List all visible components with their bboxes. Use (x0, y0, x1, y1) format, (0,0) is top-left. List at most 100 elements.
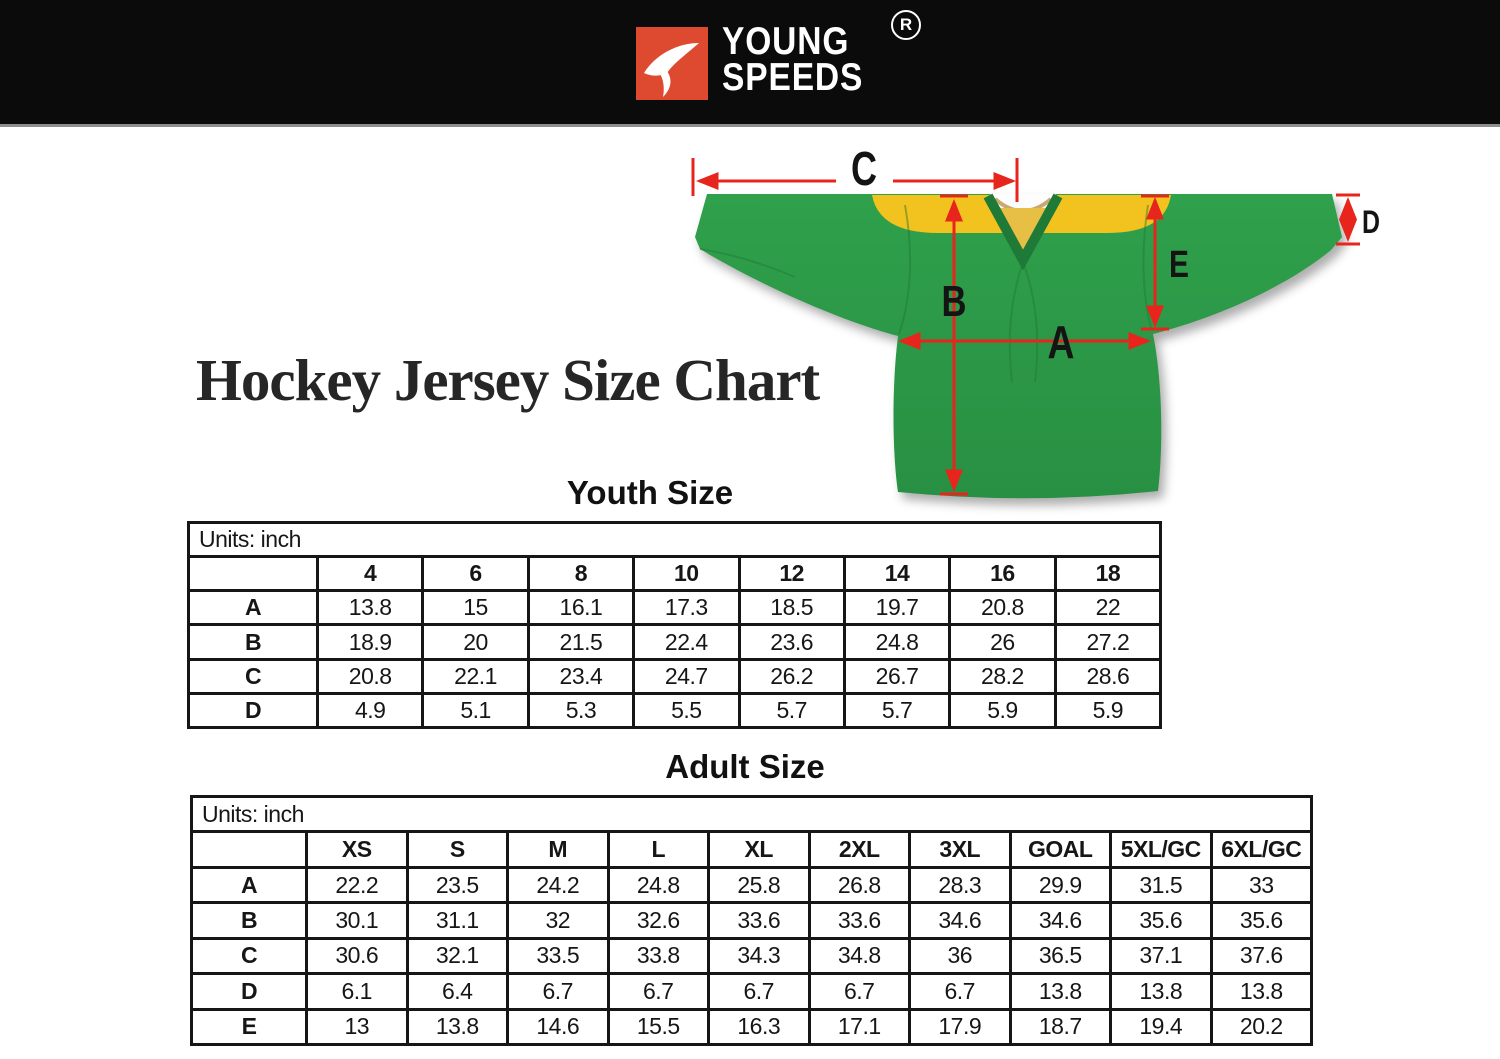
size-value-cell: 5.9 (948, 691, 1057, 730)
size-column-header: 6XL/GC (1209, 830, 1314, 869)
size-value-cell: 20 (421, 623, 530, 661)
size-value-cell: 6.7 (807, 972, 911, 1011)
size-column-header: 14 (842, 555, 952, 593)
size-column-header: XS (305, 830, 409, 869)
size-value-cell: 34.3 (707, 936, 811, 976)
size-column-header: 4 (315, 555, 425, 593)
size-value-cell: 18.5 (737, 589, 846, 627)
size-value-cell: 34.6 (1008, 901, 1112, 940)
size-value-cell: 23.6 (737, 623, 846, 661)
size-value-cell: 13.8 (1109, 972, 1213, 1011)
measure-label-d: D (1362, 204, 1380, 240)
size-column-header: 6 (421, 555, 530, 593)
size-value-cell: 19.4 (1109, 1007, 1213, 1047)
size-value-cell: 22.4 (632, 623, 741, 661)
measurement-arrow-d (1336, 193, 1360, 246)
size-value-cell: 27.2 (1053, 623, 1163, 661)
measure-label-c: C (851, 143, 877, 196)
size-value-cell: 21.5 (526, 623, 636, 661)
brand-wordmark: YOUNG SPEEDS (722, 20, 863, 97)
page-title: Hockey Jersey Size Chart (196, 347, 820, 413)
adult-size-heading: Adult Size (665, 748, 825, 785)
size-value-cell: 35.6 (1109, 901, 1213, 940)
size-value-cell: 32.6 (606, 901, 710, 940)
size-value-cell: 24.8 (606, 865, 710, 905)
size-value-cell: 33.6 (807, 901, 911, 940)
size-value-cell: 28.2 (948, 657, 1057, 695)
measure-row-label: D (187, 691, 319, 730)
size-value-cell: 32.1 (405, 936, 509, 976)
size-value-cell: 31.1 (405, 901, 509, 940)
size-column-header: 2XL (807, 830, 911, 869)
size-value-cell: 35.6 (1209, 901, 1314, 940)
brand-header-bar: YOUNG SPEEDS R (0, 0, 1500, 127)
size-value-cell: 33.6 (707, 901, 811, 940)
size-value-cell: 22.1 (421, 657, 530, 695)
size-value-cell: 16.1 (526, 589, 636, 627)
corner-cell (187, 555, 319, 593)
size-value-cell: 17.3 (632, 589, 741, 627)
size-column-header: 8 (526, 555, 636, 593)
size-value-cell: 13.8 (405, 1007, 509, 1047)
size-value-cell: 30.1 (305, 901, 409, 940)
size-value-cell: 25.8 (707, 865, 811, 905)
size-value-cell: 6.7 (506, 972, 610, 1011)
size-column-header: M (506, 830, 610, 869)
size-value-cell: 31.5 (1109, 865, 1213, 905)
size-value-cell: 36 (908, 936, 1012, 976)
size-value-cell: 6.7 (606, 972, 710, 1011)
size-value-cell: 26 (948, 623, 1057, 661)
measure-row-label: C (190, 936, 308, 976)
size-value-cell: 33.8 (606, 936, 710, 976)
logo-swoosh-icon (644, 43, 699, 97)
measurement-arrows (691, 158, 1360, 496)
size-value-cell: 19.7 (842, 589, 952, 627)
youth-size-heading: Youth Size (566, 474, 734, 511)
size-value-cell: 20.2 (1209, 1007, 1314, 1047)
size-column-header: S (405, 830, 509, 869)
measure-row-label: E (190, 1007, 308, 1047)
size-value-cell: 5.7 (737, 691, 846, 730)
size-value-cell: 6.7 (908, 972, 1012, 1011)
collar-inside-panel (999, 208, 1047, 254)
size-value-cell: 5.3 (526, 691, 636, 730)
size-column-header: L (606, 830, 710, 869)
size-value-cell: 24.8 (842, 623, 952, 661)
size-value-cell: 34.8 (807, 936, 911, 976)
size-value-cell: 17.1 (807, 1007, 911, 1047)
size-value-cell: 28.3 (908, 865, 1012, 905)
measure-label-e: E (1169, 244, 1189, 286)
size-value-cell: 14.6 (506, 1007, 610, 1047)
units-label: Units: inch (189, 794, 1314, 834)
measurement-arrow-e (1141, 194, 1169, 331)
size-value-cell: 28.6 (1053, 657, 1163, 695)
size-value-cell: 26.8 (807, 865, 911, 905)
size-value-cell: 30.6 (305, 936, 409, 976)
size-value-cell: 13.8 (315, 589, 425, 627)
size-value-cell: 15.5 (606, 1007, 710, 1047)
size-column-header: 12 (737, 555, 846, 593)
youth-size-table: Units: inch 4 6 8 10 12 14 16 18 A 13.8 15 16.1 17.3 1… (186, 520, 1163, 730)
measure-row-label: B (190, 901, 308, 940)
youngspeeds-logo-icon (636, 27, 708, 100)
measurement-arrow-c (691, 158, 1019, 202)
size-value-cell: 15 (421, 589, 530, 627)
units-label: Units: inch (186, 520, 1163, 559)
adult-size-table: Units: inch XS S M L XL 2XL 3XL GOAL 5XL/GC 6XL/GC… (189, 794, 1314, 1047)
size-value-cell: 20.8 (315, 657, 425, 695)
size-column-header: XL (707, 830, 811, 869)
size-value-cell: 18.9 (315, 623, 425, 661)
registered-trademark: R (891, 10, 921, 40)
size-value-cell: 29.9 (1008, 865, 1112, 905)
brand-line1: YOUNG (722, 20, 850, 63)
size-value-cell: 20.8 (948, 589, 1057, 627)
size-value-cell: 36.5 (1008, 936, 1112, 976)
size-value-cell: 4.9 (315, 691, 425, 730)
size-value-cell: 26.7 (842, 657, 952, 695)
measure-row-label: D (190, 972, 308, 1011)
size-value-cell: 32 (506, 901, 610, 940)
size-value-cell: 6.4 (405, 972, 509, 1011)
size-value-cell: 6.1 (305, 972, 409, 1011)
size-value-cell: 22 (1053, 589, 1163, 627)
